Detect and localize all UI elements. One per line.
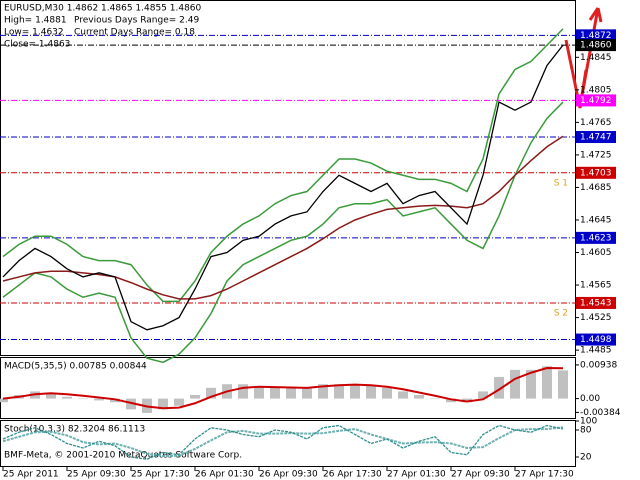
- indicator-line: [2, 101, 564, 364]
- level-box: [576, 131, 616, 144]
- x-tick-label: 25 Apr 17:30: [131, 470, 190, 480]
- macd-bar: [334, 384, 344, 399]
- level-label: 1.4792: [580, 96, 612, 106]
- macd-bar: [510, 369, 520, 399]
- macd-bar: [382, 387, 392, 399]
- y-tick-label: 0.00938: [580, 360, 617, 370]
- copyright: BMF-Meta, © 2001-2010 MetaQuotes Softwar…: [4, 451, 242, 461]
- indicator-line: [2, 426, 564, 458]
- x-tick-label: 25 Apr 2011: [3, 470, 59, 480]
- macd-bar: [254, 386, 264, 399]
- level-box: [576, 296, 616, 309]
- x-tick-label: 26 Apr 17:30: [323, 470, 382, 480]
- info-text: Close= 1.4863: [4, 40, 70, 50]
- macd-bar: [302, 387, 312, 399]
- macd-bar: [398, 391, 408, 399]
- macd-bar: [206, 387, 216, 399]
- macd-bar: [366, 386, 376, 399]
- level-label: 1.4860: [580, 41, 612, 51]
- range-text: Current Days Range= 0.18: [74, 28, 195, 38]
- x-tick-label: 27 Apr 09:30: [451, 470, 510, 480]
- panel-title: Stoch(10,3,3) 82.3204 86.1113: [4, 425, 145, 435]
- macd-bar: [350, 384, 360, 399]
- arrow: [564, 39, 588, 109]
- y-tick-label: 1.4765: [580, 118, 612, 128]
- level-label: 1.4498: [580, 335, 612, 345]
- level-box: [576, 29, 616, 42]
- info-text: Low= 1.4632: [4, 28, 64, 38]
- macd-bar: [462, 398, 472, 403]
- indicator-line: [2, 135, 564, 300]
- level-box: [576, 166, 616, 179]
- macd-panel: [0, 357, 576, 419]
- macd-bar: [478, 391, 488, 399]
- macd-bar: [494, 377, 504, 399]
- x-tick-label: 26 Apr 01:30: [195, 470, 254, 480]
- range-text: Previous Days Range= 2.49: [74, 16, 199, 26]
- macd-bar: [158, 398, 168, 410]
- macd-bar: [446, 398, 456, 403]
- level-note: S 1: [554, 178, 568, 188]
- macd-bar: [542, 366, 552, 399]
- macd-bar: [94, 398, 104, 401]
- stoch-panel: [0, 420, 576, 467]
- x-tick-label: 27 Apr 01:30: [387, 470, 446, 480]
- indicator-line: [2, 28, 564, 303]
- level-box: [576, 39, 616, 52]
- y-tick-label: 0.00: [580, 394, 600, 404]
- macd-bar: [414, 395, 424, 399]
- y-tick-label: 1.4685: [580, 183, 612, 193]
- y-tick-label: 1.4645: [580, 215, 612, 225]
- y-tick-label: 80: [580, 426, 592, 436]
- x-tick-label: 27 Apr 17:30: [515, 470, 574, 480]
- level-label: 1.4872: [580, 31, 612, 41]
- main-panel: [0, 0, 576, 356]
- y-tick-label: 1.4845: [580, 53, 612, 63]
- y-tick-label: 1.4565: [580, 281, 612, 291]
- level-box: [576, 333, 616, 346]
- macd-bar: [174, 398, 184, 406]
- macd-bar: [270, 387, 280, 399]
- y-tick-label: -0.00384: [580, 408, 621, 418]
- indicator-line: [2, 367, 564, 410]
- level-label: 1.4747: [580, 133, 612, 143]
- macd-bar: [46, 393, 56, 399]
- y-tick-label: 1.4485: [580, 346, 612, 356]
- macd-bar: [238, 384, 248, 399]
- macd-bar: [110, 398, 120, 403]
- level-label: 1.4703: [580, 168, 612, 178]
- chart-title: EURUSD,M30 1.4862 1.4865 1.4855 1.4860: [4, 4, 202, 14]
- level-box: [576, 231, 616, 244]
- macd-bar: [318, 384, 328, 399]
- y-tick-label: 1.4525: [580, 313, 612, 323]
- macd-bar: [558, 370, 568, 399]
- level-box: [576, 94, 616, 107]
- macd-bar: [78, 398, 88, 400]
- macd-bar: [126, 398, 136, 410]
- macd-bar: [286, 387, 296, 399]
- macd-bar: [62, 396, 72, 399]
- price-line: [2, 44, 564, 331]
- info-text: High= 1.4881: [4, 16, 67, 26]
- y-tick-label: 1.4605: [580, 248, 612, 258]
- macd-bar: [526, 369, 536, 399]
- macd-bar: [430, 398, 440, 400]
- y-tick-label: 20: [580, 453, 592, 463]
- macd-bar: [190, 395, 200, 399]
- level-note: S 2: [554, 308, 568, 318]
- stoch-line: [2, 424, 564, 460]
- x-tick-label: 26 Apr 09:30: [259, 470, 318, 480]
- macd-bar: [0, 398, 8, 403]
- panel-title: MACD(5,35,5) 0.00785 0.00844: [4, 362, 147, 372]
- level-label: 1.4543: [580, 298, 612, 308]
- level-label: 1.4623: [580, 233, 612, 243]
- y-tick-label: 1.4805: [580, 85, 612, 95]
- y-tick-label: 100: [580, 417, 597, 427]
- x-tick-label: 25 Apr 09:30: [67, 470, 126, 480]
- y-tick-label: 1.4725: [580, 150, 612, 160]
